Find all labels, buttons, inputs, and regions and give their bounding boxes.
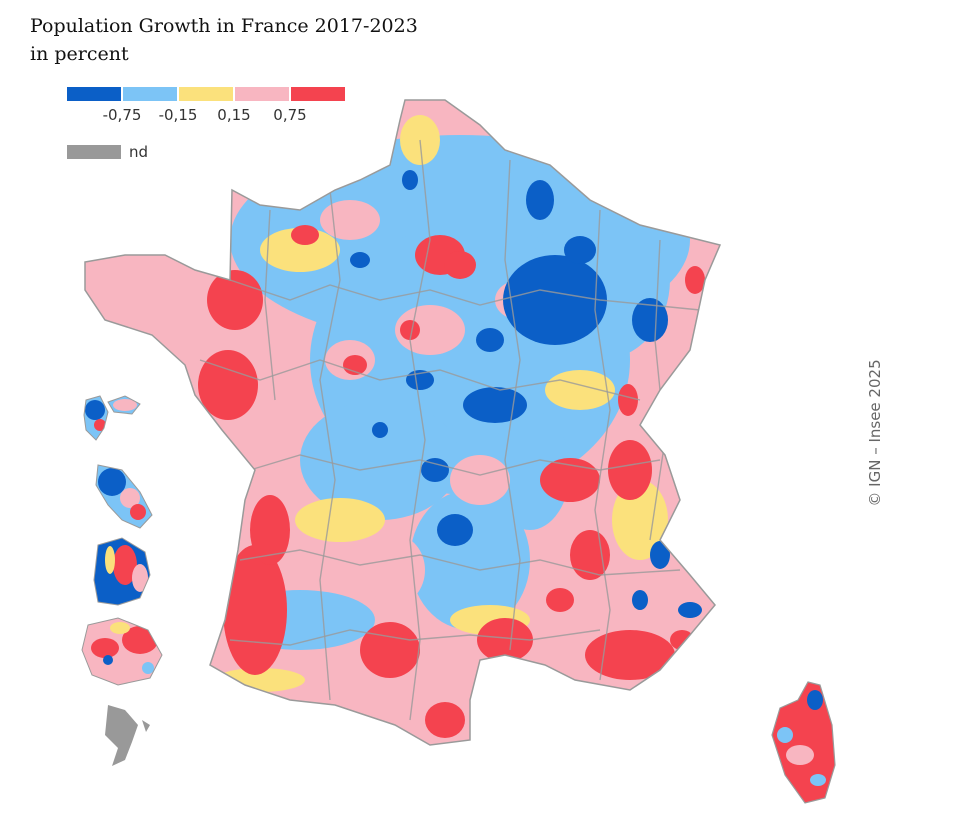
map-title: Population Growth in France 2017-2023 bbox=[30, 15, 418, 37]
map-subtitle: in percent bbox=[30, 43, 129, 65]
legend-color-scale bbox=[67, 87, 345, 101]
legend-swatch-very-positive bbox=[291, 87, 345, 101]
legend-no-data-label: nd bbox=[129, 143, 149, 161]
map-title-block: Population Growth in France 2017-2023 in… bbox=[30, 12, 418, 68]
legend-swatch-no-data bbox=[67, 145, 121, 159]
legend-swatch-negative bbox=[123, 87, 177, 101]
legend-threshold-3: 0,15 bbox=[217, 106, 251, 124]
metropolitan-france bbox=[85, 100, 720, 745]
legend-swatch-stable bbox=[179, 87, 233, 101]
legend-swatch-positive bbox=[235, 87, 289, 101]
la-reunion bbox=[82, 618, 162, 685]
legend-swatch-very-negative bbox=[67, 87, 121, 101]
guadeloupe bbox=[84, 396, 140, 440]
legend-thresholds: -0,75 -0,15 0,15 0,75 bbox=[67, 106, 347, 126]
fr-department-borders bbox=[199, 139, 701, 721]
legend-no-data: nd bbox=[67, 143, 148, 161]
guyane bbox=[94, 538, 150, 605]
legend-threshold-1: -0,75 bbox=[102, 106, 142, 124]
fr-zones-red bbox=[198, 225, 705, 738]
mayotte-no-data bbox=[105, 705, 150, 766]
legend-threshold-4: 0,75 bbox=[273, 106, 307, 124]
legend-threshold-2: -0,15 bbox=[158, 106, 198, 124]
fr-zones-dark-blue bbox=[350, 170, 702, 618]
